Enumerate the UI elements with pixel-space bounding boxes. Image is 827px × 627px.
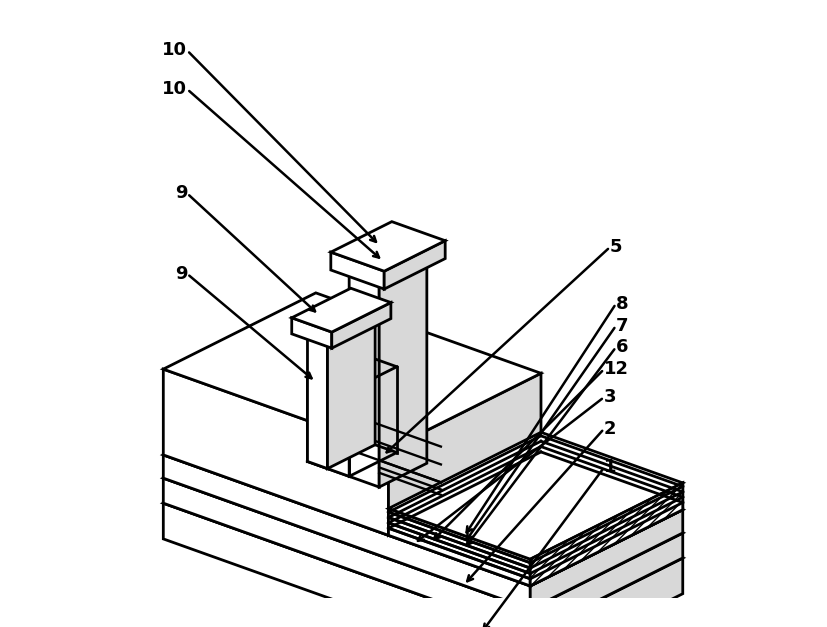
Text: 2: 2 [604, 419, 617, 438]
Polygon shape [349, 247, 427, 282]
Text: 7: 7 [616, 317, 629, 335]
Text: 9: 9 [174, 265, 187, 283]
Polygon shape [530, 510, 683, 609]
Polygon shape [380, 258, 427, 487]
Polygon shape [163, 293, 541, 450]
Polygon shape [389, 508, 530, 586]
Polygon shape [163, 455, 530, 609]
Text: 9: 9 [174, 184, 187, 203]
Polygon shape [163, 478, 530, 627]
Polygon shape [332, 303, 391, 348]
Polygon shape [163, 402, 683, 609]
Text: 6: 6 [616, 338, 629, 356]
Polygon shape [349, 271, 380, 487]
Polygon shape [331, 252, 385, 289]
Polygon shape [331, 221, 445, 271]
Text: 10: 10 [162, 41, 187, 60]
Polygon shape [530, 483, 683, 586]
Text: 3: 3 [604, 388, 617, 406]
Polygon shape [308, 376, 349, 477]
Polygon shape [308, 335, 327, 468]
Text: 5: 5 [610, 238, 623, 256]
Polygon shape [308, 311, 375, 342]
Polygon shape [163, 503, 530, 627]
Polygon shape [292, 318, 332, 348]
Polygon shape [163, 379, 683, 586]
Text: 10: 10 [162, 80, 187, 98]
Text: 1: 1 [604, 458, 617, 477]
Text: 12: 12 [604, 360, 629, 378]
Polygon shape [163, 369, 389, 535]
Polygon shape [530, 533, 683, 627]
Polygon shape [530, 558, 683, 627]
Polygon shape [389, 373, 541, 535]
Polygon shape [385, 241, 445, 289]
Polygon shape [327, 318, 375, 468]
Polygon shape [530, 483, 683, 586]
Text: 8: 8 [616, 295, 629, 313]
Polygon shape [163, 427, 683, 627]
Polygon shape [292, 288, 391, 332]
Polygon shape [389, 432, 683, 559]
